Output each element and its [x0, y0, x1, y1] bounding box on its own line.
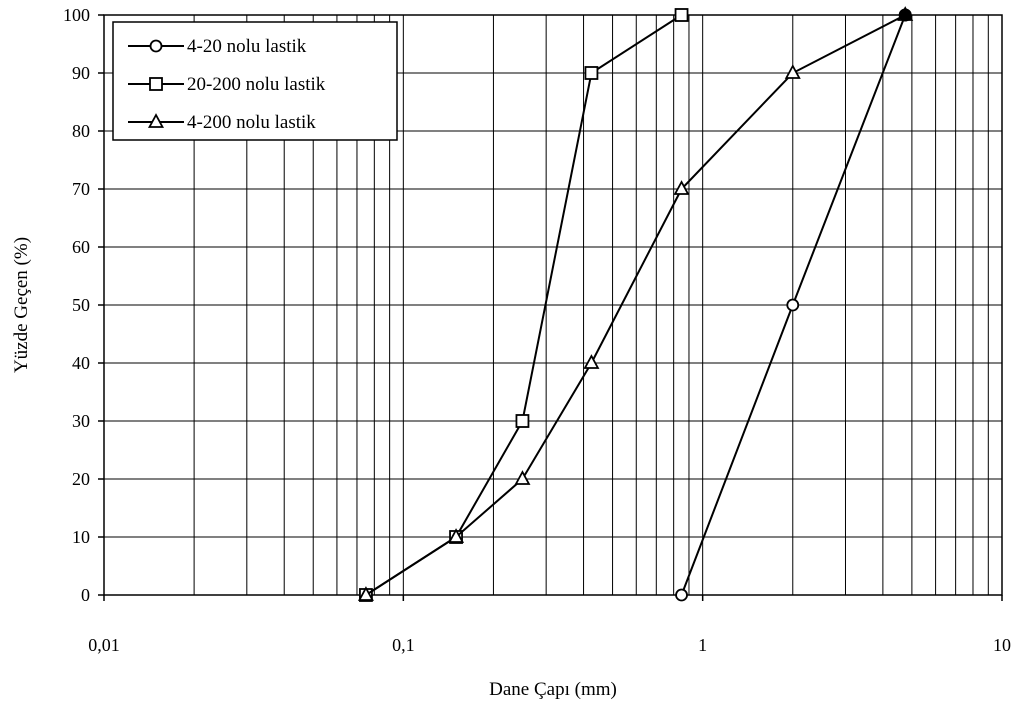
- legend-label: 4-200 nolu lastik: [187, 112, 316, 133]
- data-point: [673, 180, 690, 195]
- data-point: [515, 414, 530, 428]
- y-tick-label: 10: [72, 527, 90, 547]
- legend-entry: 20-200 nolu lastik: [128, 74, 326, 95]
- data-point: [674, 8, 689, 22]
- data-point: [675, 588, 688, 602]
- y-tick-label: 100: [63, 5, 90, 25]
- x-axis-title: Dane Çapı (mm): [489, 679, 617, 700]
- legend-label: 20-200 nolu lastik: [187, 74, 326, 95]
- legend-entry: 4-200 nolu lastik: [128, 112, 316, 133]
- y-tick-label: 20: [72, 469, 90, 489]
- legend-entry: 4-20 nolu lastik: [128, 36, 307, 57]
- data-point: [583, 354, 600, 369]
- data-point: [584, 66, 599, 80]
- legend-marker: [149, 39, 163, 53]
- x-tick-label: 0,01: [88, 635, 120, 655]
- y-axis-title: Yüzde Geçen (%): [11, 237, 32, 373]
- x-tick-label: 1: [698, 635, 707, 655]
- x-tick-label: 10: [993, 635, 1011, 655]
- axis-ticks: 0 10 20 30 40 50 60 70 80 90 100 0,01 0,1 1 10: [63, 5, 1011, 655]
- data-point: [784, 64, 801, 79]
- legend-marker: [147, 113, 165, 128]
- y-tick-label: 50: [72, 295, 90, 315]
- y-tick-label: 30: [72, 411, 90, 431]
- series-group: [357, 6, 914, 602]
- data-point: [448, 528, 465, 543]
- overlap-point: [898, 8, 912, 22]
- y-tick-label: 40: [72, 353, 90, 373]
- y-tick-label: 0: [81, 585, 90, 605]
- series-triangle: [357, 6, 914, 601]
- x-tick-label: 0,1: [392, 635, 415, 655]
- data-point: [357, 586, 374, 601]
- y-tick-label: 70: [72, 179, 90, 199]
- legend-marker: [149, 77, 163, 91]
- data-point: [786, 298, 800, 312]
- y-tick-label: 80: [72, 121, 90, 141]
- legend-label: 4-20 nolu lastik: [187, 36, 307, 57]
- y-tick-label: 90: [72, 63, 90, 83]
- data-point: [514, 470, 531, 485]
- legend: 4-20 nolu lastik 20-200 nolu lastik 4-200 …: [112, 21, 398, 141]
- y-tick-label: 60: [72, 237, 90, 257]
